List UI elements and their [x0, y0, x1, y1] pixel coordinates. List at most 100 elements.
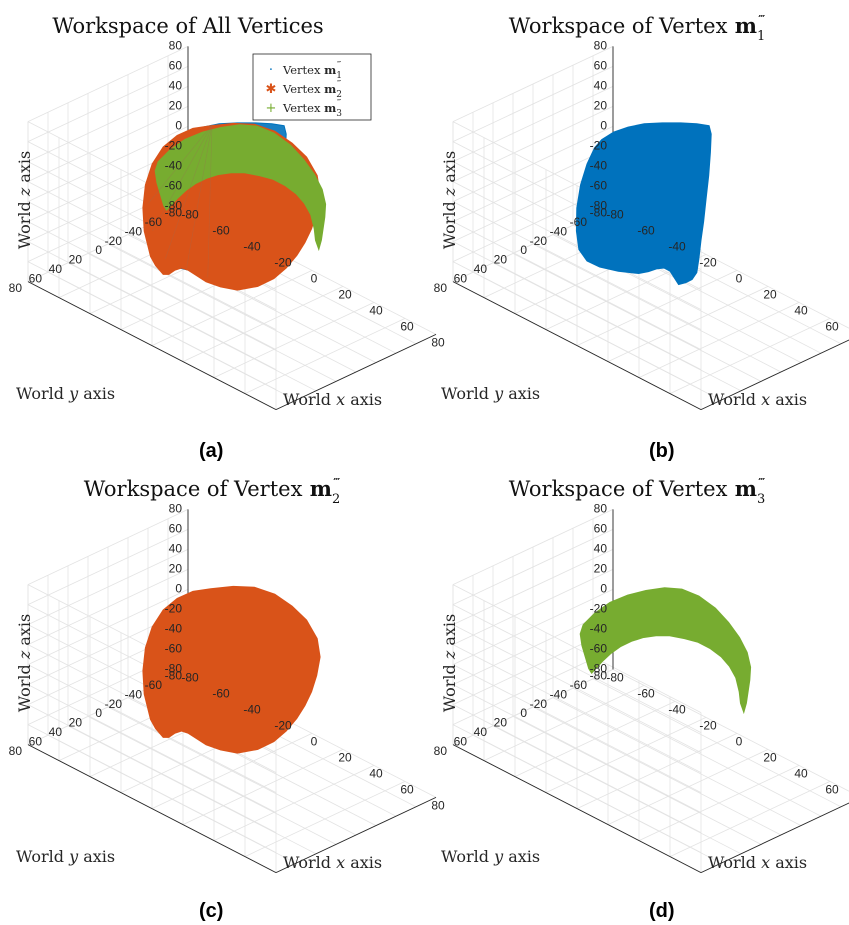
wall-x-grid-z — [452, 126, 614, 202]
panel-title: Workspace of Vertex m1‴ — [509, 13, 766, 44]
floor-grid-y — [552, 697, 802, 826]
panel-title: Workspace of Vertex m3‴ — [509, 476, 766, 507]
caption-d: (d) — [649, 900, 675, 922]
chart-svg: -80-60-40-20020406080-80-60-40-200204060… — [434, 13, 849, 411]
z-tick-label: -80 — [165, 199, 183, 213]
floor-grid-y — [87, 716, 337, 845]
z-tick-label: 20 — [594, 99, 608, 113]
y-tick-label: -20 — [530, 234, 548, 248]
data-points — [142, 585, 321, 754]
x-tick-label: -40 — [668, 240, 686, 254]
x-tick-label: -20 — [274, 719, 292, 733]
z-axis-label: World z axis — [440, 614, 459, 713]
z-tick-label: 60 — [594, 522, 608, 536]
y-tick-label: 0 — [95, 706, 102, 720]
z-tick-label: 60 — [169, 522, 183, 536]
x-tick-label: 60 — [825, 783, 839, 797]
x-tick-label: 80 — [431, 336, 445, 350]
y-axis-line — [700, 339, 849, 411]
z-tick-label: -40 — [590, 622, 608, 636]
wall-x-grid-z — [452, 146, 614, 222]
z-tick-label: 20 — [169, 562, 183, 576]
x-tick-label: -60 — [212, 687, 230, 701]
y-tick-label: 0 — [520, 706, 527, 720]
x-axis-line — [27, 281, 277, 410]
legend: · Vertex m1‴ ✱ Vertex m2‴ + Vertex m3‴ — [252, 53, 372, 121]
x-tick-label: 60 — [400, 783, 414, 797]
floor-grid-y — [107, 706, 357, 836]
x-tick-label: 0 — [311, 272, 318, 286]
x-tick-label: -40 — [243, 703, 261, 717]
y-tick-label: -60 — [145, 678, 163, 692]
x-tick-label: 0 — [736, 272, 743, 286]
panel-title: Workspace of Vertex m2‴ — [84, 476, 341, 507]
panel-b: -80 -60 -40 -20 0 20 40 60 80 -80 -60 -40 -20 0 20 40 60… — [425, 0, 849, 462]
y-tick-label: -80 — [590, 206, 608, 220]
y-tick-label: 60 — [29, 734, 43, 748]
y-tick-label: -20 — [105, 697, 123, 711]
chart-svg: -80-60-40-20020406080-80-60-40-200204060… — [434, 476, 849, 874]
y-tick-label: 40 — [474, 262, 488, 276]
data-points — [579, 587, 752, 715]
z-tick-label: -20 — [165, 602, 183, 616]
texture-line — [165, 124, 213, 259]
series-m2-region — [142, 585, 321, 754]
z-tick-label: 80 — [594, 502, 608, 516]
y-tick-label: 60 — [454, 734, 468, 748]
wall-x-grid-z — [27, 509, 189, 585]
texture-line — [152, 124, 213, 232]
tick-labels: -80-60-40-20020406080-80-60-40-200204060… — [434, 39, 839, 334]
floor-grid-y — [592, 678, 842, 808]
series-m1-region — [575, 122, 712, 286]
z-tick-label: -60 — [165, 179, 183, 193]
x-axis-label: World x axis — [283, 390, 382, 409]
y-tick-label: -20 — [530, 697, 548, 711]
z-tick-label: -80 — [590, 662, 608, 676]
wall-x-grid-z — [452, 86, 614, 162]
wall-x-grid-z — [27, 66, 189, 142]
legend-entry: Vertex m1‴ — [282, 60, 342, 81]
x-tick-label: 0 — [736, 735, 743, 749]
y-tick-label: 0 — [95, 243, 102, 257]
z-tick-label: -20 — [590, 139, 608, 153]
z-tick-label: -20 — [165, 139, 183, 153]
data-points — [142, 122, 327, 291]
floor-grid-y — [67, 262, 317, 392]
floor-grid-y — [107, 243, 357, 373]
y-axis-line — [275, 333, 437, 411]
y-axis-label: World y axis — [16, 384, 115, 403]
x-tick-label: 20 — [338, 751, 352, 765]
panel-a: -80 -60 -40 -20 0 20 40 60 80 -80 -60 -40 -20 0 20 40 60… — [0, 0, 445, 462]
y-axis-line — [700, 802, 849, 874]
texture-line — [207, 124, 213, 278]
x-tick-label: 80 — [431, 799, 445, 813]
x-axis-label: World x axis — [708, 853, 807, 872]
x-tick-label: 40 — [369, 767, 383, 781]
wall-x-grid-z — [452, 569, 614, 645]
y-tick-label: -60 — [570, 215, 588, 229]
wall-x-grid-z — [27, 46, 189, 122]
floor-grid-y — [67, 725, 317, 855]
x-tick-label: -20 — [699, 719, 717, 733]
x-axis-line — [452, 744, 702, 873]
z-tick-label: 20 — [169, 99, 183, 113]
data-points — [575, 122, 712, 286]
y-tick-label: 80 — [9, 281, 23, 295]
x-axis-label: World x axis — [283, 853, 382, 872]
caption-a: (a) — [199, 440, 224, 462]
y-tick-label: -60 — [570, 678, 588, 692]
y-tick-label: 80 — [434, 281, 448, 295]
y-tick-label: 40 — [474, 725, 488, 739]
series-m3-region — [579, 587, 752, 715]
wall-y-grid-z — [452, 181, 702, 310]
floor-grid-y — [572, 687, 822, 817]
x-tick-label: 60 — [400, 320, 414, 334]
wall-y-grid-z — [452, 241, 702, 370]
wall-x-grid-z — [452, 46, 614, 122]
wall-y-grid-z — [27, 704, 277, 833]
texture-line — [186, 124, 213, 269]
x-tick-label: -60 — [212, 224, 230, 238]
y-tick-label: -80 — [590, 669, 608, 683]
z-tick-label: -60 — [590, 179, 608, 193]
wall-y-grid-z — [452, 221, 702, 350]
